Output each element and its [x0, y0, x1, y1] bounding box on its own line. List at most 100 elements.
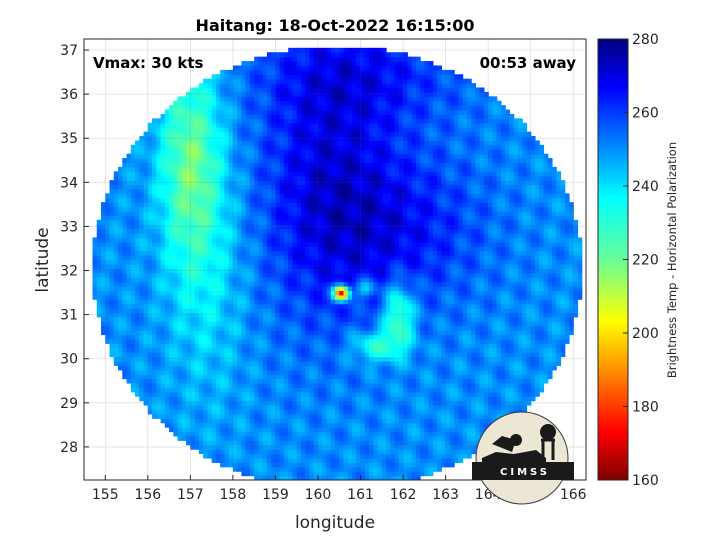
swath-pixel: [398, 413, 404, 419]
swath-pixel: [122, 334, 128, 340]
swath-pixel: [237, 343, 242, 349]
swath-pixel: [169, 409, 174, 415]
swath-pixel: [101, 268, 106, 274]
swath-pixel: [194, 294, 200, 300]
swath-pixel: [466, 321, 472, 327]
swath-pixel: [105, 334, 111, 340]
swath-pixel: [309, 475, 315, 480]
swath-pixel: [415, 263, 421, 269]
swath-pixel: [266, 347, 272, 353]
swath-pixel: [271, 334, 277, 340]
swath-pixel: [296, 277, 302, 283]
swath-pixel: [386, 365, 391, 371]
swath-pixel: [186, 382, 191, 388]
swath-pixel: [471, 268, 476, 274]
swath-pixel: [258, 413, 264, 419]
swath-pixel: [283, 365, 289, 371]
swath-pixel: [186, 413, 191, 419]
swath-pixel: [96, 263, 102, 269]
swath-pixel: [398, 334, 404, 340]
swath-pixel: [407, 369, 413, 375]
swath-pixel: [147, 312, 153, 318]
swath-pixel: [547, 330, 553, 336]
swath-pixel: [386, 475, 391, 480]
swath-pixel: [254, 413, 260, 419]
swath-pixel: [228, 246, 234, 252]
swath-pixel: [471, 378, 476, 384]
swath-pixel: [373, 263, 379, 269]
swath-pixel: [249, 360, 255, 366]
swath-pixel: [317, 440, 323, 446]
swath-pixel: [432, 382, 438, 388]
swath-pixel: [547, 268, 553, 274]
swath-pixel: [352, 365, 357, 371]
swath-pixel: [488, 268, 493, 274]
swath-pixel: [386, 387, 391, 393]
swath-pixel: [466, 334, 472, 340]
swath-pixel: [398, 308, 404, 314]
swath-pixel: [377, 471, 383, 477]
swath-pixel: [403, 427, 408, 433]
swath-pixel: [258, 330, 264, 336]
swath-pixel: [432, 255, 438, 261]
swath-pixel: [211, 259, 217, 265]
swath-pixel: [526, 365, 532, 371]
swath-pixel: [500, 382, 506, 388]
swath-pixel: [152, 347, 157, 353]
swath-pixel: [139, 387, 145, 393]
swath-pixel: [352, 321, 357, 327]
swath-pixel: [547, 316, 553, 322]
swath-pixel: [101, 294, 106, 300]
swath-pixel: [466, 330, 472, 336]
swath-pixel: [109, 263, 115, 269]
swath-pixel: [496, 409, 502, 415]
swath-pixel: [309, 378, 315, 384]
swath-pixel: [228, 347, 234, 353]
swath-pixel: [517, 268, 523, 274]
swath-pixel: [139, 374, 145, 380]
swath-pixel: [152, 299, 157, 305]
swath-pixel: [454, 343, 459, 349]
swath-pixel: [424, 387, 430, 393]
swath-pixel: [245, 321, 251, 327]
swath-pixel: [215, 246, 221, 252]
swath-pixel: [522, 330, 528, 336]
swath-pixel: [249, 427, 255, 433]
swath-pixel: [496, 325, 502, 331]
swath-pixel: [207, 303, 213, 309]
swath-pixel: [479, 365, 485, 371]
swath-pixel: [241, 290, 247, 296]
swath-pixel: [275, 413, 281, 419]
swath-pixel: [249, 369, 255, 375]
swath-pixel: [237, 338, 242, 344]
swath-pixel: [228, 321, 234, 327]
swath-pixel: [432, 343, 438, 349]
swath-pixel: [152, 263, 157, 269]
swath-pixel: [364, 343, 370, 349]
swath-pixel: [317, 255, 323, 261]
swath-pixel: [432, 440, 438, 446]
swath-pixel: [186, 281, 191, 287]
swath-pixel: [271, 268, 277, 274]
swath-pixel: [479, 356, 485, 362]
swath-pixel: [398, 378, 404, 384]
swath-pixel: [415, 427, 421, 433]
swath-pixel: [207, 444, 213, 450]
swath-pixel: [394, 281, 400, 287]
swath-pixel: [296, 400, 302, 406]
swath-pixel: [403, 374, 408, 380]
swath-pixel: [330, 325, 336, 331]
swath-pixel: [266, 250, 272, 256]
swath-pixel: [177, 422, 183, 428]
swath-pixel: [492, 413, 498, 419]
swath-pixel: [420, 400, 425, 406]
swath-pixel: [190, 281, 196, 287]
swath-pixel: [492, 316, 498, 322]
swath-pixel: [283, 250, 289, 256]
swath-pixel: [198, 281, 204, 287]
swath-pixel: [509, 391, 515, 397]
swath-pixel: [415, 400, 421, 406]
swath-pixel: [232, 250, 238, 256]
swath-pixel: [215, 259, 221, 265]
swath-pixel: [437, 343, 442, 349]
